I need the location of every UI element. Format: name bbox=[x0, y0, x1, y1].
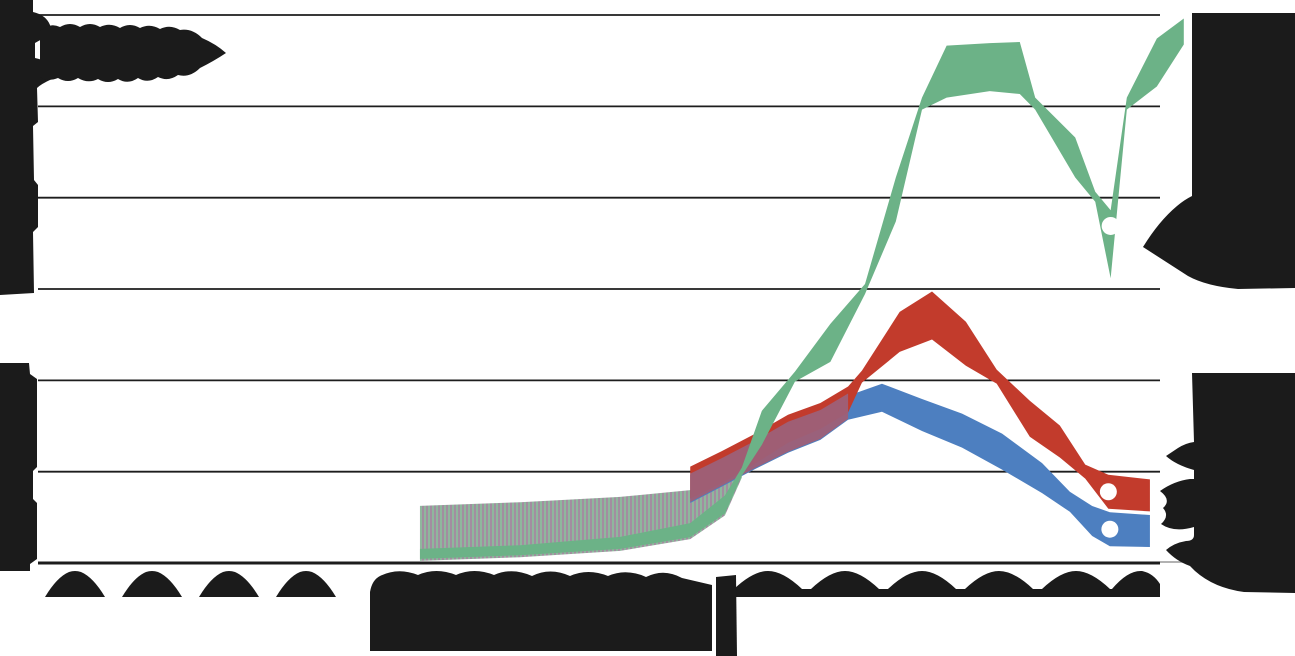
red-series-end-dot bbox=[1099, 483, 1117, 501]
x-tick-label-blob bbox=[199, 571, 259, 597]
red-blue-series-label-blob bbox=[1160, 373, 1295, 593]
x-axis-caption-strip-blob bbox=[716, 575, 737, 656]
green-series-end-dot bbox=[1101, 216, 1120, 235]
x-tick-label-blob-band bbox=[734, 570, 1160, 597]
x-axis-caption-blob bbox=[370, 571, 712, 651]
x-tick-label-blob bbox=[45, 571, 105, 597]
blue-series-end-dot bbox=[1101, 520, 1119, 538]
chart-title-blob bbox=[40, 24, 226, 82]
x-tick-label-blob bbox=[276, 571, 336, 597]
y-axis-labels-lower-blob bbox=[0, 363, 37, 571]
y-axis-labels-upper-blob bbox=[0, 0, 52, 295]
green-series-label-blob bbox=[1143, 13, 1295, 289]
red-blue-overlap-band bbox=[690, 393, 849, 503]
plot-area bbox=[38, 14, 1186, 597]
x-tick-label-blob bbox=[122, 571, 182, 597]
